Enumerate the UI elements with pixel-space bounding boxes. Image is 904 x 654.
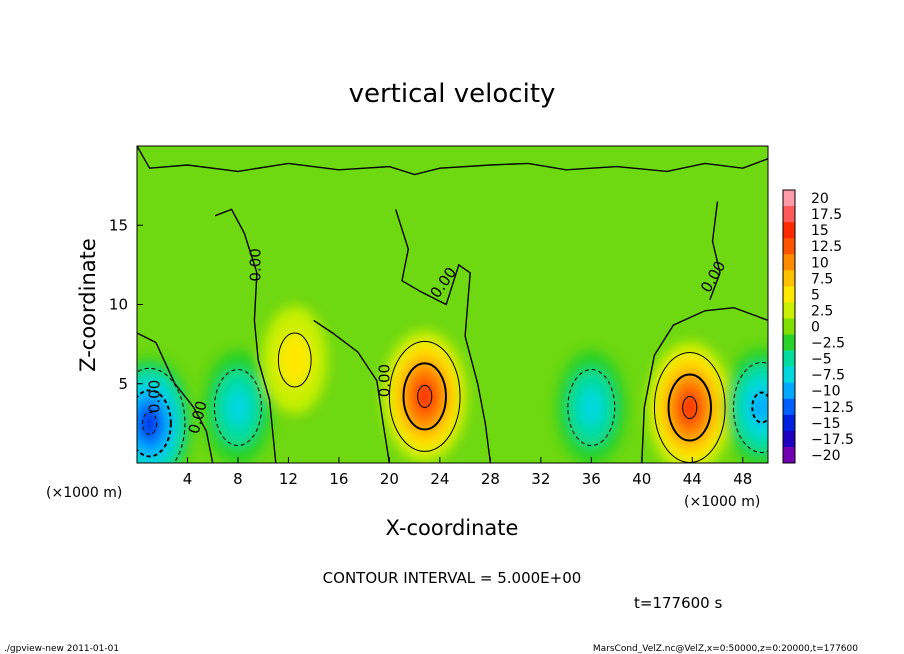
contour-ring-0-2 <box>137 367 186 463</box>
x-tick-label-1: 8 <box>233 470 243 488</box>
x-tick-label-8: 36 <box>582 470 601 488</box>
contour-ring-6-2 <box>732 362 768 454</box>
velocity-level-0-6 <box>142 412 157 435</box>
y-axis-label: Z-coordinate <box>76 238 100 372</box>
zero-contour-4 <box>395 209 492 463</box>
colorbar-swatch-9 <box>783 334 795 351</box>
colorbar-swatch-4 <box>783 254 795 271</box>
colorbar-swatch-10 <box>783 350 795 367</box>
contour-ring-3-2 <box>388 340 461 452</box>
contour-ring-0-6 <box>142 411 158 435</box>
zero-contour-0 <box>137 146 768 176</box>
colorbar-swatch-5 <box>783 270 795 287</box>
zero-contour-2 <box>214 208 277 463</box>
colorbar-label-8: 0 <box>811 320 820 336</box>
colorbar-label-2: 15 <box>811 223 829 239</box>
colorbar-label-4: 10 <box>811 255 829 271</box>
colorbar-label-14: −15 <box>811 416 841 432</box>
contour-label-0: 0.00 <box>247 248 265 281</box>
zero-contour-5 <box>641 306 768 463</box>
contour-ring-3-6 <box>417 384 433 408</box>
y-axis-ticks: 5 10 15 <box>109 216 143 393</box>
colorbar-swatch-3 <box>783 238 795 255</box>
colorbar-label-5: 7.5 <box>811 271 833 287</box>
y-tick-label-2: 15 <box>109 216 128 234</box>
footer-right: MarsCond_VelZ.nc@VelZ,x=0:50000,z=0:2000… <box>593 644 858 654</box>
x-unit-label-right: (×1000 m) <box>684 494 760 510</box>
velocity-level-3-6 <box>417 385 432 408</box>
contour-ring-6-4 <box>751 391 768 424</box>
zero-contour-1 <box>137 332 214 463</box>
contour-label-5: 0.00 <box>146 380 164 413</box>
colorbar-swatch-16 <box>783 446 795 464</box>
zero-contour-6 <box>709 201 721 300</box>
velocity-level-6-4 <box>752 392 768 423</box>
colorbar-swatch-0 <box>783 190 795 207</box>
velocity-level-1-3 <box>226 388 250 427</box>
contour-ring-4-2 <box>567 369 616 447</box>
colorbar-label-13: −12.5 <box>811 400 854 416</box>
x-tick-label-4: 20 <box>380 470 399 488</box>
x-unit-label-left: (×1000 m) <box>46 485 122 501</box>
colorbar-label-0: 20 <box>811 191 829 207</box>
x-tick-label-5: 24 <box>430 470 449 488</box>
time-label: t=177600 s <box>634 594 722 612</box>
colorbar-swatch-15 <box>783 430 795 448</box>
contour-lines <box>137 146 768 463</box>
colorbar-label-16: −20 <box>811 448 841 464</box>
contour-ring-1-2 <box>213 369 262 447</box>
colorbar-label-9: −2.5 <box>811 336 845 352</box>
contour-label-2: 0.00 <box>375 364 393 397</box>
colorbar-swatch-13 <box>783 398 795 416</box>
colorbar-swatch-14 <box>783 414 795 432</box>
velocity-level-5-6 <box>682 396 697 419</box>
velocity-fill <box>137 305 768 463</box>
x-tick-label-11: 48 <box>733 470 752 488</box>
x-tick-label-0: 4 <box>183 470 193 488</box>
x-axis-ticks: 4 8 12 16 20 24 28 32 36 40 44 48 <box>183 457 752 488</box>
y-tick-label-0: 5 <box>118 375 128 393</box>
colorbar-swatch-1 <box>783 206 795 223</box>
contour-ring-2-2 <box>277 332 312 388</box>
footer-left: ./gpview-new 2011-01-01 <box>4 644 119 654</box>
colorbar-swatch-12 <box>783 382 795 400</box>
x-axis-label: X-coordinate <box>386 516 519 540</box>
colorbar-swatch-2 <box>783 222 795 239</box>
chart-title: vertical velocity <box>349 79 556 109</box>
colorbar-swatch-8 <box>783 318 795 335</box>
y-tick-label-1: 10 <box>109 296 128 314</box>
x-tick-label-2: 12 <box>279 470 298 488</box>
zero-contour-3 <box>313 319 391 463</box>
x-tick-label-7: 32 <box>531 470 550 488</box>
x-tick-label-9: 40 <box>632 470 651 488</box>
x-tick-label-10: 44 <box>683 470 702 488</box>
colorbar-label-1: 17.5 <box>811 207 842 223</box>
plot-area <box>137 146 768 463</box>
x-tick-label-3: 16 <box>329 470 348 488</box>
contour-ring-5-4 <box>667 373 712 442</box>
colorbar-label-15: −17.5 <box>811 432 854 448</box>
colorbar-frame <box>782 189 796 464</box>
colorbar: 2017.51512.5107.552.50−2.5−5−7.5−10−12.5… <box>782 189 854 464</box>
colorbar-label-6: 5 <box>811 287 820 303</box>
contour-ring-3-4 <box>402 362 447 431</box>
velocity-level-4-3 <box>579 388 604 427</box>
contour-ring-0-4 <box>137 389 172 458</box>
contour-ring-5-6 <box>682 396 698 420</box>
colorbar-swatch-7 <box>783 302 795 319</box>
colorbar-swatch-11 <box>783 366 795 384</box>
colorbar-label-7: 2.5 <box>811 303 833 319</box>
velocity-level-2-2 <box>278 332 312 387</box>
contour-interval: CONTOUR INTERVAL = 5.000E+00 <box>323 569 582 587</box>
x-tick-label-6: 28 <box>481 470 500 488</box>
colorbar-label-11: −7.5 <box>811 368 845 384</box>
colorbar-label-3: 12.5 <box>811 239 842 255</box>
colorbar-label-10: −5 <box>811 352 832 368</box>
colorbar-label-12: −10 <box>811 384 841 400</box>
colorbar-swatch-6 <box>783 286 795 303</box>
